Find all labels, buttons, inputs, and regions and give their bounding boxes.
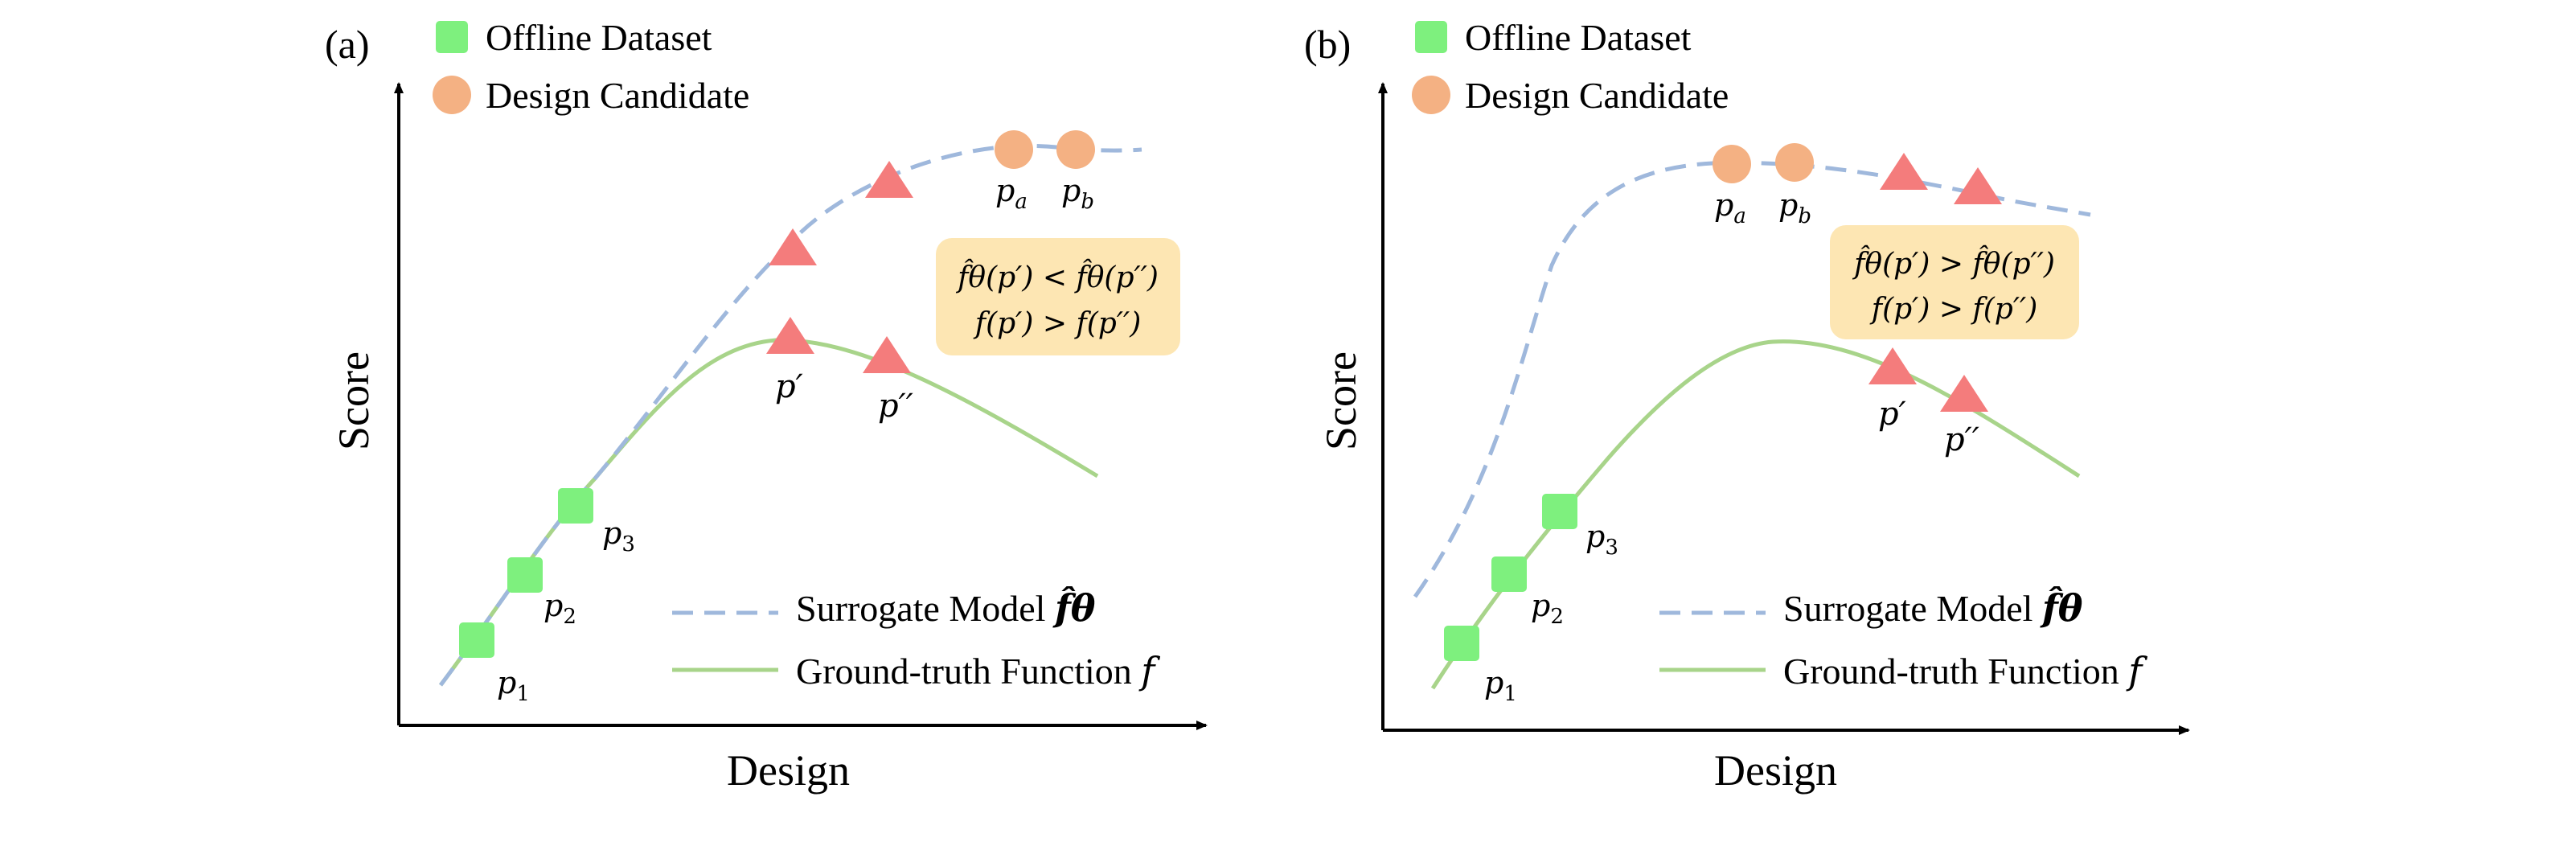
surrogate-legend-label: Surrogate Model f̂θ — [1783, 586, 2083, 630]
point-label-pb: pb — [1061, 173, 1094, 214]
point-label-p-double-prime: p′′ — [1944, 421, 1979, 458]
point-label-p-prime: p′ — [1878, 396, 1906, 433]
axes-b: Score Design — [1317, 82, 2190, 795]
offline-data-point-p3 — [558, 488, 593, 524]
legend-offline-dataset-label: Offline Dataset — [486, 17, 712, 58]
legend-bottom-b: Surrogate Model f̂θ Ground-truth Functio… — [1659, 586, 2147, 692]
green-square-marker-icon — [1415, 21, 1447, 53]
legend-top-a: Offline Dataset Design Candidate — [433, 17, 749, 116]
point-label-pa: pa — [1714, 187, 1746, 228]
offline-data-point-p2 — [1491, 556, 1527, 592]
inequality-box-b: f̂θ(p′) > f̂θ(p′′) f(p′) > f(p′′) — [1830, 225, 2079, 339]
panel-label-b: (b) — [1304, 22, 1351, 67]
red-triangle-marker-icon — [1868, 347, 1917, 384]
red-triangle-marker-icon — [865, 161, 913, 198]
groundtruth-curve — [439, 338, 1099, 687]
y-axis-label: Score — [1317, 351, 1365, 450]
offline-data-point-p1 — [1444, 626, 1479, 661]
panel-a: (a) Offline Dataset Design Candidate Sco… — [325, 17, 1208, 795]
offline-data-point-p3 — [1542, 494, 1577, 529]
orange-circle-marker-icon — [1412, 76, 1450, 114]
point-label-p-prime: p′ — [775, 368, 803, 405]
inequality-line-2: f(p′) > f(p′′) — [1869, 293, 2038, 326]
groundtruth-curve — [1430, 339, 2081, 690]
design-candidate-pa — [995, 130, 1033, 169]
point-label-pa: pa — [995, 173, 1028, 214]
red-triangle-marker-icon — [766, 317, 814, 354]
groundtruth-legend-label: Ground-truth Function f — [1783, 649, 2147, 692]
x-axis-label: Design — [727, 746, 850, 795]
groundtruth-legend-label: Ground-truth Function f — [796, 649, 1160, 692]
point-label-p2: p2 — [1531, 588, 1564, 629]
red-triangle-marker-icon — [1940, 375, 1988, 412]
panel-label-a: (a) — [325, 22, 370, 67]
point-label-p3: p3 — [1585, 519, 1618, 560]
inequality-line-1: f̂θ(p′) > f̂θ(p′′) — [1852, 245, 2055, 281]
point-label-p-double-prime: p′′ — [878, 388, 913, 425]
red-triangle-marker-icon — [1954, 167, 2002, 204]
inequality-box-a: f̂θ(p′) < f̂θ(p′′) f(p′) > f(p′′) — [936, 238, 1180, 355]
point-label-p1: p1 — [497, 665, 530, 706]
red-triangle-marker-icon — [863, 336, 911, 373]
offline-data-point-p1 — [459, 622, 494, 658]
point-label-p1: p1 — [1484, 665, 1517, 706]
x-axis-label: Design — [1714, 746, 1837, 795]
inequality-line-1: f̂θ(p′) < f̂θ(p′′) — [955, 259, 1159, 294]
inequality-box-background — [1830, 225, 2079, 339]
design-candidate-pb — [1775, 143, 1814, 182]
legend-bottom-a: Surrogate Model f̂θ Ground-truth Functio… — [672, 586, 1160, 692]
inequality-box-background — [936, 238, 1180, 355]
point-label-p2: p2 — [544, 588, 576, 629]
panel-b: (b) Offline Dataset Design Candidate Sco… — [1304, 17, 2190, 795]
legend-design-candidate-label: Design Candidate — [486, 75, 749, 116]
legend-top-b: Offline Dataset Design Candidate — [1412, 17, 1729, 116]
y-axis-label: Score — [330, 351, 378, 450]
point-label-pb: pb — [1778, 187, 1811, 228]
inequality-line-2: f(p′) > f(p′′) — [973, 307, 1142, 340]
offline-data-point-p2 — [507, 557, 543, 593]
point-label-p3: p3 — [602, 515, 635, 556]
orange-circle-marker-icon — [433, 76, 471, 114]
axes-a: Score Design — [330, 82, 1208, 795]
legend-design-candidate-label: Design Candidate — [1465, 75, 1729, 116]
red-triangle-marker-icon — [769, 228, 817, 265]
red-triangle-marker-icon — [1880, 153, 1928, 190]
design-candidate-pb — [1056, 130, 1095, 169]
surrogate-legend-label: Surrogate Model f̂θ — [796, 586, 1096, 630]
green-square-marker-icon — [436, 21, 468, 53]
legend-offline-dataset-label: Offline Dataset — [1465, 17, 1692, 58]
design-candidate-pa — [1713, 145, 1751, 183]
